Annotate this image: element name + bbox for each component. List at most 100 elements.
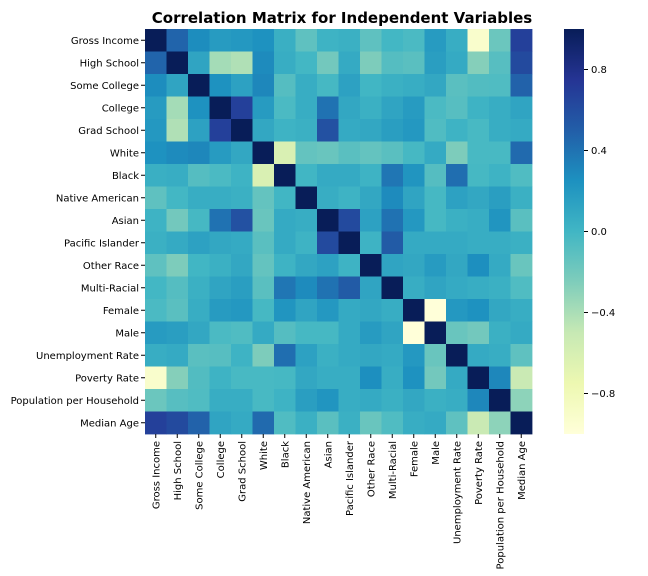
heatmap-cell	[467, 51, 490, 75]
heatmap-cell	[295, 209, 318, 232]
heatmap-cell	[209, 29, 232, 52]
heatmap-cell	[231, 29, 253, 52]
heatmap-cell	[338, 231, 361, 255]
heatmap-cell	[209, 141, 232, 165]
heatmap-cell	[403, 29, 425, 52]
heatmap-cell	[274, 276, 296, 300]
heatmap-cell	[446, 164, 468, 187]
heatmap-cell	[274, 344, 296, 367]
heatmap-cell	[403, 366, 425, 390]
heatmap-cell	[252, 389, 275, 412]
heatmap-cell	[295, 276, 318, 300]
heatmap-cell	[188, 366, 210, 390]
heatmap-cell	[338, 29, 361, 52]
heatmap-cell	[381, 141, 404, 165]
y-tick-label: Gross Income	[71, 36, 139, 47]
heatmap-cell	[295, 164, 318, 187]
heatmap-cell	[209, 96, 232, 120]
heatmap-cell	[403, 231, 425, 255]
heatmap-cell	[338, 51, 361, 75]
x-tick-label: College	[216, 441, 227, 478]
heatmap-cell	[231, 321, 253, 345]
colorbar-tick-label: 0.0	[591, 227, 607, 238]
heatmap-cell	[231, 186, 253, 210]
heatmap-cell	[166, 29, 189, 52]
heatmap-cell	[467, 29, 490, 52]
heatmap-cell	[338, 186, 361, 210]
heatmap-cell	[188, 231, 210, 255]
heatmap-cell	[360, 231, 382, 255]
heatmap-cell	[295, 299, 318, 322]
heatmap-cell	[295, 411, 318, 435]
heatmap-cell	[231, 51, 253, 75]
heatmap-cell	[381, 366, 404, 390]
heatmap-cell	[209, 344, 232, 367]
heatmap-cell	[338, 366, 361, 390]
heatmap-cell	[209, 254, 232, 277]
heatmap-cell	[360, 389, 382, 412]
heatmap-cell	[338, 96, 361, 120]
heatmap-cell	[424, 299, 447, 322]
heatmap-cell	[295, 141, 318, 165]
heatmap-cell	[166, 141, 189, 165]
heatmap-cell	[188, 411, 210, 435]
heatmap-cell	[489, 164, 511, 187]
heatmap-cell	[231, 209, 253, 232]
heatmap-cell	[166, 321, 189, 345]
heatmap-cell	[274, 366, 296, 390]
heatmap-cell	[145, 96, 167, 120]
heatmap-cell	[188, 96, 210, 120]
heatmap-cell	[446, 389, 468, 412]
heatmap-cell	[252, 29, 275, 52]
heatmap-cell	[403, 51, 425, 75]
heatmap-cell	[295, 366, 318, 390]
heatmap-cell	[360, 411, 382, 435]
heatmap-cell	[145, 231, 167, 255]
heatmap-cell	[403, 389, 425, 412]
heatmap-cell	[381, 411, 404, 435]
x-tick-label: Unemployment Rate	[452, 441, 463, 544]
heatmap-cell	[274, 119, 296, 142]
heatmap-cell	[360, 186, 382, 210]
heatmap-cell	[166, 411, 189, 435]
heatmap-cell	[166, 51, 189, 75]
heatmap-cell	[231, 389, 253, 412]
heatmap-cell	[231, 119, 253, 142]
heatmap-cell	[446, 186, 468, 210]
heatmap-cell	[295, 186, 318, 210]
heatmap-cell	[424, 209, 447, 232]
heatmap-cell	[252, 141, 275, 165]
heatmap-cell	[467, 389, 490, 412]
heatmap-cell	[209, 411, 232, 435]
heatmap-cell	[446, 321, 468, 345]
heatmap-cell	[231, 276, 253, 300]
heatmap-cell	[317, 411, 339, 435]
heatmap-cell	[360, 119, 382, 142]
y-tick-label: Grad School	[78, 126, 139, 137]
heatmap-cell	[381, 231, 404, 255]
heatmap-cell	[188, 29, 210, 52]
heatmap-cell	[252, 51, 275, 75]
heatmap-cell	[467, 119, 490, 142]
heatmap-cell	[145, 209, 167, 232]
heatmap-cell	[510, 186, 533, 210]
colorbar-tick-label: −0.8	[591, 389, 615, 400]
heatmap-cell	[403, 96, 425, 120]
y-tick-label: Population per Household	[11, 396, 139, 407]
heatmap-cell	[510, 366, 533, 390]
heatmap-cell	[446, 254, 468, 277]
heatmap-cell	[403, 411, 425, 435]
heatmap-cell	[446, 411, 468, 435]
heatmap-cell	[403, 164, 425, 187]
heatmap-cell	[252, 164, 275, 187]
heatmap-cell	[403, 299, 425, 322]
y-tick-label: Male	[115, 328, 139, 339]
heatmap-cell	[446, 119, 468, 142]
heatmap-cell	[166, 119, 189, 142]
heatmap-cell	[231, 141, 253, 165]
heatmap-cell	[489, 321, 511, 345]
heatmap-cell	[424, 389, 447, 412]
y-tick-label: Other Race	[83, 261, 139, 272]
heatmap-cell	[295, 29, 318, 52]
colorbar-tick-label: −0.4	[591, 308, 615, 319]
